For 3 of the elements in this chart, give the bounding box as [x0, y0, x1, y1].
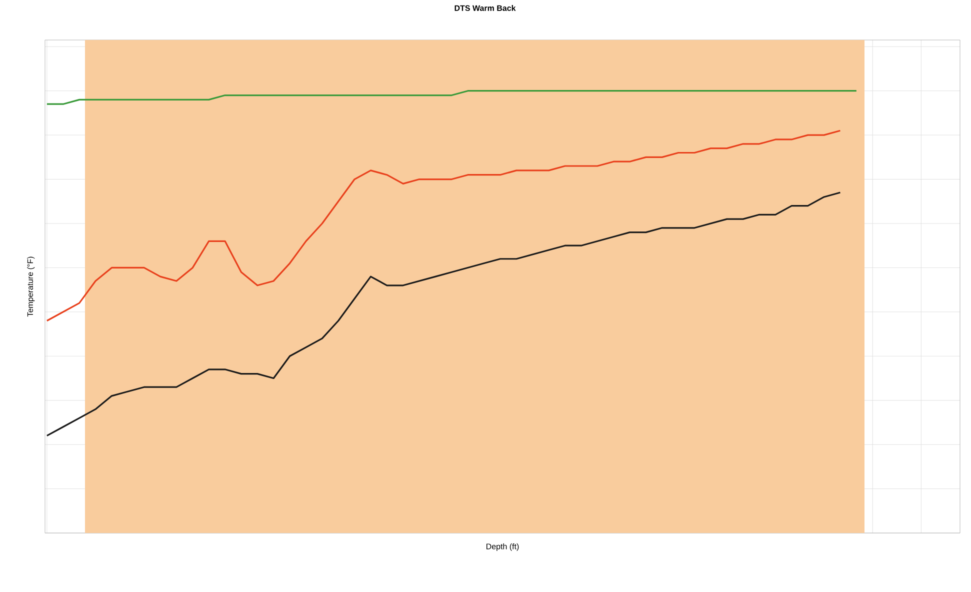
y-axis-title: Temperature (°F) — [27, 256, 35, 317]
chart-title: DTS Warm Back — [454, 5, 516, 11]
x-axis-title: Depth (ft) — [486, 543, 519, 551]
